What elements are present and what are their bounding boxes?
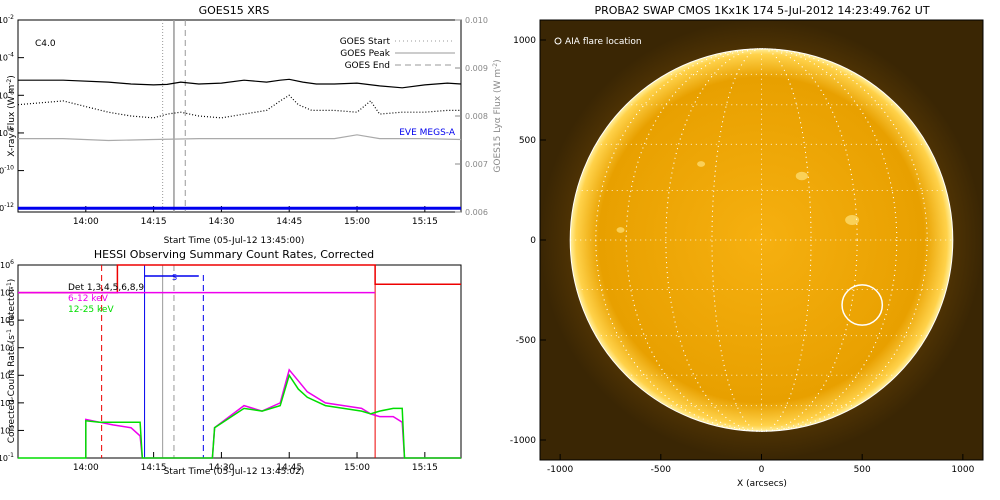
swap-x-tick-label: 0 xyxy=(759,465,765,475)
solar-limb-circle xyxy=(569,48,954,432)
goes-y-right-tick-label: 0.006 xyxy=(465,208,488,217)
aia-legend-circle-icon xyxy=(554,37,562,45)
swap-x-tick-label: 1000 xyxy=(951,465,974,475)
hessi-x-tick-label: 15:15 xyxy=(412,463,438,473)
swap-x-tick-label: -1000 xyxy=(547,465,573,475)
goes-legend: GOES Start GOES Peak GOES End xyxy=(340,37,455,71)
hessi-y-tick-label: 104 xyxy=(0,314,14,325)
goes-flare-class: C4.0 xyxy=(35,39,56,49)
hessi-x-tick-label: 14:15 xyxy=(141,463,167,473)
active-region xyxy=(697,161,706,167)
goes-y-right-tick-label: 0.009 xyxy=(465,64,488,73)
hessi-x-tick-label: 15:00 xyxy=(344,463,370,473)
swap-title: PROBA2 SWAP CMOS 1Kx1K 174 5-Jul-2012 14… xyxy=(594,4,929,17)
aia-flare-legend: AIA flare location xyxy=(565,37,642,47)
hessi-title: HESSI Observing Summary Count Rates, Cor… xyxy=(94,248,374,261)
swap-x-tick-label: -500 xyxy=(651,465,672,475)
hessi-plot-area: 14:00 14:15 14:30 14:45 15:00 15:15 106 105 104 1… xyxy=(0,259,461,473)
hessi-y-tick-label: 102 xyxy=(0,369,14,380)
active-region xyxy=(795,171,808,181)
legend-goes-start: GOES Start xyxy=(340,37,391,47)
goes-x-tick-label: 14:45 xyxy=(276,217,302,227)
goes-short-channel-line xyxy=(17,94,461,119)
goes-title: GOES15 XRS xyxy=(199,4,270,17)
hessi-series-12-25-keV-line xyxy=(18,373,461,459)
goes-x-tick-label: 15:15 xyxy=(412,217,438,227)
legend-detectors: Det 1,3,4,5,6,8,9 xyxy=(68,283,144,293)
goes-plot-frame xyxy=(17,19,462,213)
goes-x-tick-label: 14:00 xyxy=(73,217,99,227)
legend-goes-peak: GOES Peak xyxy=(340,49,390,59)
goes-plot-area: 14:00 14:15 14:30 14:45 15:00 15:15 10-2 10-4 10… xyxy=(0,14,488,227)
legend-goes-end: GOES End xyxy=(345,61,390,71)
goes-y-right-tick-label: 0.007 xyxy=(465,160,488,169)
eve-megs-label: EVE MEGS-A xyxy=(399,128,456,138)
active-region xyxy=(845,215,860,225)
hessi-panel: HESSI Observing Summary Count Rates, Cor… xyxy=(0,248,462,477)
hessi-y-tick-label: 101 xyxy=(0,397,14,408)
goes-y-tick-label: 10-4 xyxy=(0,52,14,63)
segment-label: S xyxy=(172,273,177,282)
hessi-y-tick-label: 105 xyxy=(0,287,14,298)
swap-y-tick-label: 1000 xyxy=(513,36,536,46)
goes-xrs-panel: GOES15 XRS C4.0 14:00 14:15 14:30 14:45 15:0… xyxy=(0,4,503,246)
swap-axes: -1000 -500 0 500 1000 1000 500 0 -500 -1000 xyxy=(510,36,975,475)
goes-long-channel-line xyxy=(18,78,462,89)
hessi-x-tick-label: 14:30 xyxy=(208,463,234,473)
hessi-y-tick-label: 103 xyxy=(0,342,14,353)
goes-ylabel: X-ray Flux (W m-2) xyxy=(6,75,17,156)
goes-xlabel: Start Time (05-Jul-12 13:45:00) xyxy=(164,236,305,246)
hessi-y-tick-label: 106 xyxy=(0,259,14,270)
swap-xlabel: X (arcsecs) xyxy=(737,479,787,489)
hessi-ylabel: Corrected Count Rate (s-1 detector-1) xyxy=(6,279,17,444)
goes-y-tick-label: 10-10 xyxy=(0,165,14,176)
swap-y-tick-label: 0 xyxy=(530,236,536,246)
goes-ylabel-right: GOES15 Lyα Flux (W m-2) xyxy=(492,59,503,172)
goes-y-right-tick-label: 0.010 xyxy=(465,16,488,25)
hessi-x-tick-label: 14:45 xyxy=(276,463,302,473)
goes-lyalpha-line xyxy=(18,134,462,142)
hessi-legend: Det 1,3,4,5,6,8,9 6-12 keV 12-25 keV xyxy=(68,283,144,315)
hessi-y-tick-label: 100 xyxy=(0,424,14,435)
legend-12-25kev: 12-25 keV xyxy=(68,305,114,315)
swap-y-tick-label: 500 xyxy=(519,136,536,146)
hessi-x-tick-label: 14:00 xyxy=(73,463,99,473)
swap-y-tick-label: -1000 xyxy=(510,436,536,446)
goes-y-right-tick-label: 0.008 xyxy=(465,112,488,121)
flare-location-circle xyxy=(841,284,884,326)
goes-x-tick-label: 15:00 xyxy=(344,217,370,227)
goes-y-tick-label: 10-2 xyxy=(0,14,14,25)
hessi-y-tick-label: 10-1 xyxy=(0,452,14,463)
goes-x-tick-label: 14:15 xyxy=(141,217,167,227)
active-region xyxy=(616,227,625,233)
swap-image-panel: PROBA2 SWAP CMOS 1Kx1K 174 5-Jul-2012 14… xyxy=(510,4,984,489)
goes-y-tick-label: 10-8 xyxy=(0,127,14,138)
swap-x-tick-label: 500 xyxy=(854,465,871,475)
legend-6-12kev: 6-12 keV xyxy=(68,294,109,304)
hessi-series-6-12-keV-line xyxy=(85,368,461,459)
goes-x-tick-label: 14:30 xyxy=(208,217,234,227)
goes-y-tick-label: 10-6 xyxy=(0,89,14,100)
hessi-xlabel: Start Time (05-Jul-12 13:45:02) xyxy=(164,467,305,477)
goes-y-tick-label: 10-12 xyxy=(0,202,14,213)
swap-y-tick-label: -500 xyxy=(516,336,537,346)
solar-image xyxy=(569,48,954,432)
